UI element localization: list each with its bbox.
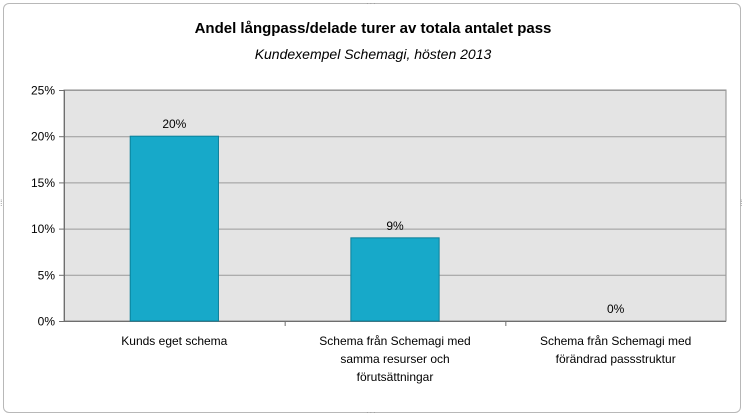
chart-subtitle: Kundexempel Schemagi, hösten 2013 bbox=[254, 46, 492, 62]
bar bbox=[350, 237, 440, 322]
y-tick-label: 20% bbox=[31, 130, 55, 144]
resize-handle-top[interactable]: ∙∙∙ bbox=[366, 0, 377, 8]
data-label: 0% bbox=[607, 302, 625, 316]
category-label: Schema från Schemagi med bbox=[319, 334, 470, 348]
category-label: förändrad passstruktur bbox=[556, 352, 676, 366]
category-label: Kunds eget schema bbox=[121, 334, 227, 348]
category-label: förutsättningar bbox=[357, 370, 434, 384]
chart-title: Andel långpass/delade turer av totala an… bbox=[194, 20, 552, 37]
resize-handle-right[interactable]: ⁞ bbox=[740, 198, 744, 208]
y-tick-label: 25% bbox=[31, 84, 55, 98]
y-tick-label: 0% bbox=[38, 315, 56, 329]
data-label: 20% bbox=[162, 117, 186, 131]
category-label: Schema från Schemagi med bbox=[540, 334, 691, 348]
y-tick-label: 10% bbox=[31, 222, 55, 236]
resize-handle-bottom[interactable]: ∙∙∙ bbox=[366, 407, 377, 417]
data-label: 9% bbox=[386, 219, 404, 233]
y-tick-label: 15% bbox=[31, 176, 55, 190]
category-label: samma resurser och bbox=[340, 352, 449, 366]
bar bbox=[129, 135, 219, 322]
resize-handle-left[interactable]: ⁞ bbox=[0, 198, 4, 208]
y-tick-label: 5% bbox=[38, 268, 56, 282]
